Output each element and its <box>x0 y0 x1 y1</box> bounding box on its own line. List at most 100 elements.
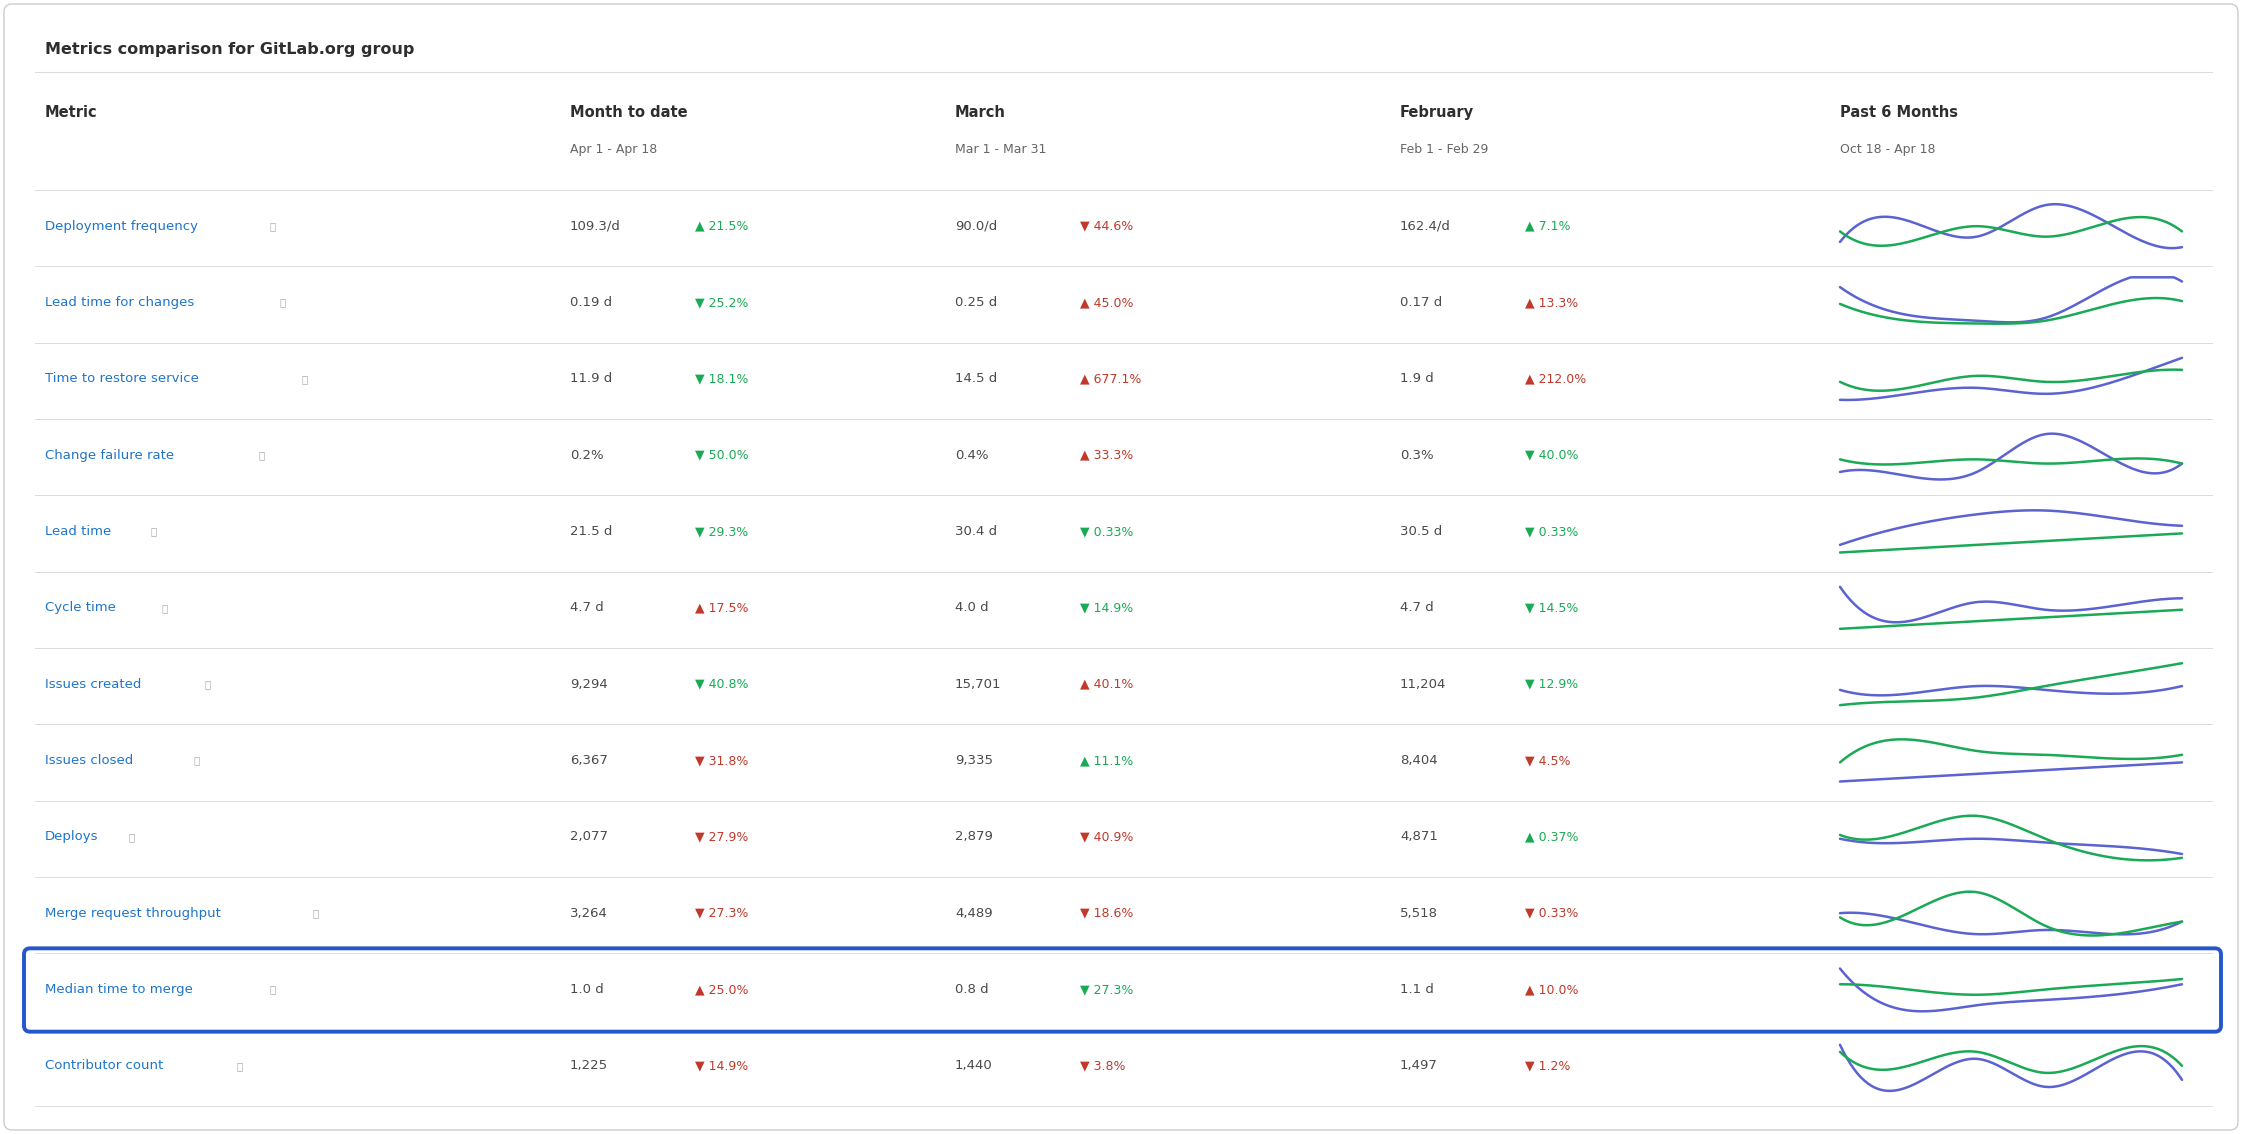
Text: ⓘ: ⓘ <box>193 755 200 765</box>
Text: Merge request throughput: Merge request throughput <box>45 907 222 920</box>
Text: ▼ 0.33%: ▼ 0.33% <box>1525 525 1578 538</box>
Text: Mar 1 - Mar 31: Mar 1 - Mar 31 <box>955 143 1047 156</box>
Text: ▼ 29.3%: ▼ 29.3% <box>695 525 749 538</box>
Text: 1,440: 1,440 <box>955 1059 993 1073</box>
Text: ▼ 4.5%: ▼ 4.5% <box>1525 754 1569 767</box>
Text: 30.5 d: 30.5 d <box>1399 525 1442 538</box>
Text: Time to restore service: Time to restore service <box>45 372 200 386</box>
Text: Contributor count: Contributor count <box>45 1059 164 1073</box>
Text: 1.9 d: 1.9 d <box>1399 372 1433 386</box>
Text: Metrics comparison for GitLab.org group: Metrics comparison for GitLab.org group <box>45 42 415 57</box>
Text: ⓘ: ⓘ <box>150 526 157 536</box>
Text: 4.0 d: 4.0 d <box>955 601 989 615</box>
Text: Metric: Metric <box>45 105 99 120</box>
Text: 30.4 d: 30.4 d <box>955 525 998 538</box>
Text: ⓘ: ⓘ <box>269 221 276 231</box>
Text: Deploys: Deploys <box>45 830 99 844</box>
Text: 0.19 d: 0.19 d <box>569 296 612 308</box>
Text: ⓘ: ⓘ <box>312 908 318 919</box>
Text: 3,264: 3,264 <box>569 907 608 920</box>
Text: Change failure rate: Change failure rate <box>45 449 175 462</box>
Text: 9,294: 9,294 <box>569 678 608 691</box>
Text: ⓘ: ⓘ <box>280 297 287 307</box>
Text: ⓘ: ⓘ <box>269 984 276 995</box>
Text: Cycle time: Cycle time <box>45 601 117 615</box>
Text: ▼ 1.2%: ▼ 1.2% <box>1525 1059 1569 1073</box>
Text: ▲ 677.1%: ▲ 677.1% <box>1081 372 1141 386</box>
Text: Past 6 Months: Past 6 Months <box>1841 105 1957 120</box>
Text: ⓘ: ⓘ <box>204 679 211 689</box>
Text: ▼ 3.8%: ▼ 3.8% <box>1081 1059 1125 1073</box>
Text: ▼ 31.8%: ▼ 31.8% <box>695 754 749 767</box>
Text: ▼ 12.9%: ▼ 12.9% <box>1525 678 1578 691</box>
Text: 11,204: 11,204 <box>1399 678 1446 691</box>
Text: 14.5 d: 14.5 d <box>955 372 998 386</box>
Text: 21.5 d: 21.5 d <box>569 525 612 538</box>
Text: 0.2%: 0.2% <box>569 449 603 462</box>
Text: 1.0 d: 1.0 d <box>569 983 603 996</box>
Text: Issues closed: Issues closed <box>45 754 132 767</box>
Text: 4.7 d: 4.7 d <box>1399 601 1433 615</box>
Text: ▲ 45.0%: ▲ 45.0% <box>1081 296 1134 308</box>
Text: ▼ 14.9%: ▼ 14.9% <box>1081 601 1132 615</box>
FancyBboxPatch shape <box>4 5 2238 1129</box>
Text: ▼ 40.9%: ▼ 40.9% <box>1081 830 1134 844</box>
Text: Feb 1 - Feb 29: Feb 1 - Feb 29 <box>1399 143 1489 156</box>
Text: 11.9 d: 11.9 d <box>569 372 612 386</box>
Text: ▼ 14.9%: ▼ 14.9% <box>695 1059 749 1073</box>
Text: ⓘ: ⓘ <box>300 374 307 383</box>
Text: 1.1 d: 1.1 d <box>1399 983 1435 996</box>
Text: 6,367: 6,367 <box>569 754 608 767</box>
Text: ▲ 17.5%: ▲ 17.5% <box>695 601 749 615</box>
Text: February: February <box>1399 105 1475 120</box>
Text: ▼ 25.2%: ▼ 25.2% <box>695 296 749 308</box>
Text: 4.7 d: 4.7 d <box>569 601 603 615</box>
Text: Deployment frequency: Deployment frequency <box>45 220 197 232</box>
Text: 109.3/d: 109.3/d <box>569 220 621 232</box>
Text: 0.4%: 0.4% <box>955 449 989 462</box>
Text: ⓘ: ⓘ <box>258 450 265 460</box>
Text: Median time to merge: Median time to merge <box>45 983 193 996</box>
Text: ▲ 0.37%: ▲ 0.37% <box>1525 830 1578 844</box>
Text: Apr 1 - Apr 18: Apr 1 - Apr 18 <box>569 143 657 156</box>
Text: Issues created: Issues created <box>45 678 141 691</box>
Text: 1,225: 1,225 <box>569 1059 608 1073</box>
Text: Oct 18 - Apr 18: Oct 18 - Apr 18 <box>1841 143 1935 156</box>
Text: ▼ 14.5%: ▼ 14.5% <box>1525 601 1578 615</box>
Text: 1,497: 1,497 <box>1399 1059 1437 1073</box>
Text: 2,077: 2,077 <box>569 830 608 844</box>
Text: ▲ 21.5%: ▲ 21.5% <box>695 220 749 232</box>
Text: ▲ 10.0%: ▲ 10.0% <box>1525 983 1578 996</box>
Text: March: March <box>955 105 1007 120</box>
Text: ▼ 0.33%: ▼ 0.33% <box>1525 907 1578 920</box>
Text: ▲ 212.0%: ▲ 212.0% <box>1525 372 1587 386</box>
Text: 15,701: 15,701 <box>955 678 1002 691</box>
Text: ▼ 18.6%: ▼ 18.6% <box>1081 907 1134 920</box>
Text: ⓘ: ⓘ <box>128 832 135 841</box>
Text: Month to date: Month to date <box>569 105 688 120</box>
Text: ▲ 11.1%: ▲ 11.1% <box>1081 754 1132 767</box>
Text: 0.17 d: 0.17 d <box>1399 296 1442 308</box>
Text: 8,404: 8,404 <box>1399 754 1437 767</box>
Text: 162.4/d: 162.4/d <box>1399 220 1451 232</box>
Text: 2,879: 2,879 <box>955 830 993 844</box>
Text: ▼ 27.3%: ▼ 27.3% <box>1081 983 1134 996</box>
Text: ▲ 13.3%: ▲ 13.3% <box>1525 296 1578 308</box>
Text: ▼ 27.3%: ▼ 27.3% <box>695 907 749 920</box>
Text: ▼ 40.8%: ▼ 40.8% <box>695 678 749 691</box>
Text: ▼ 27.9%: ▼ 27.9% <box>695 830 749 844</box>
Text: ▼ 0.33%: ▼ 0.33% <box>1081 525 1134 538</box>
Text: ▼ 18.1%: ▼ 18.1% <box>695 372 749 386</box>
Text: ▼ 40.0%: ▼ 40.0% <box>1525 449 1578 462</box>
Text: 0.3%: 0.3% <box>1399 449 1433 462</box>
Text: 90.0/d: 90.0/d <box>955 220 998 232</box>
Text: 4,871: 4,871 <box>1399 830 1437 844</box>
Text: ▲ 7.1%: ▲ 7.1% <box>1525 220 1569 232</box>
Text: 5,518: 5,518 <box>1399 907 1437 920</box>
Text: Lead time for changes: Lead time for changes <box>45 296 195 308</box>
Text: ▼ 44.6%: ▼ 44.6% <box>1081 220 1132 232</box>
Text: ⓘ: ⓘ <box>161 603 168 612</box>
FancyBboxPatch shape <box>25 948 2222 1032</box>
Text: ▲ 40.1%: ▲ 40.1% <box>1081 678 1134 691</box>
Text: 0.8 d: 0.8 d <box>955 983 989 996</box>
